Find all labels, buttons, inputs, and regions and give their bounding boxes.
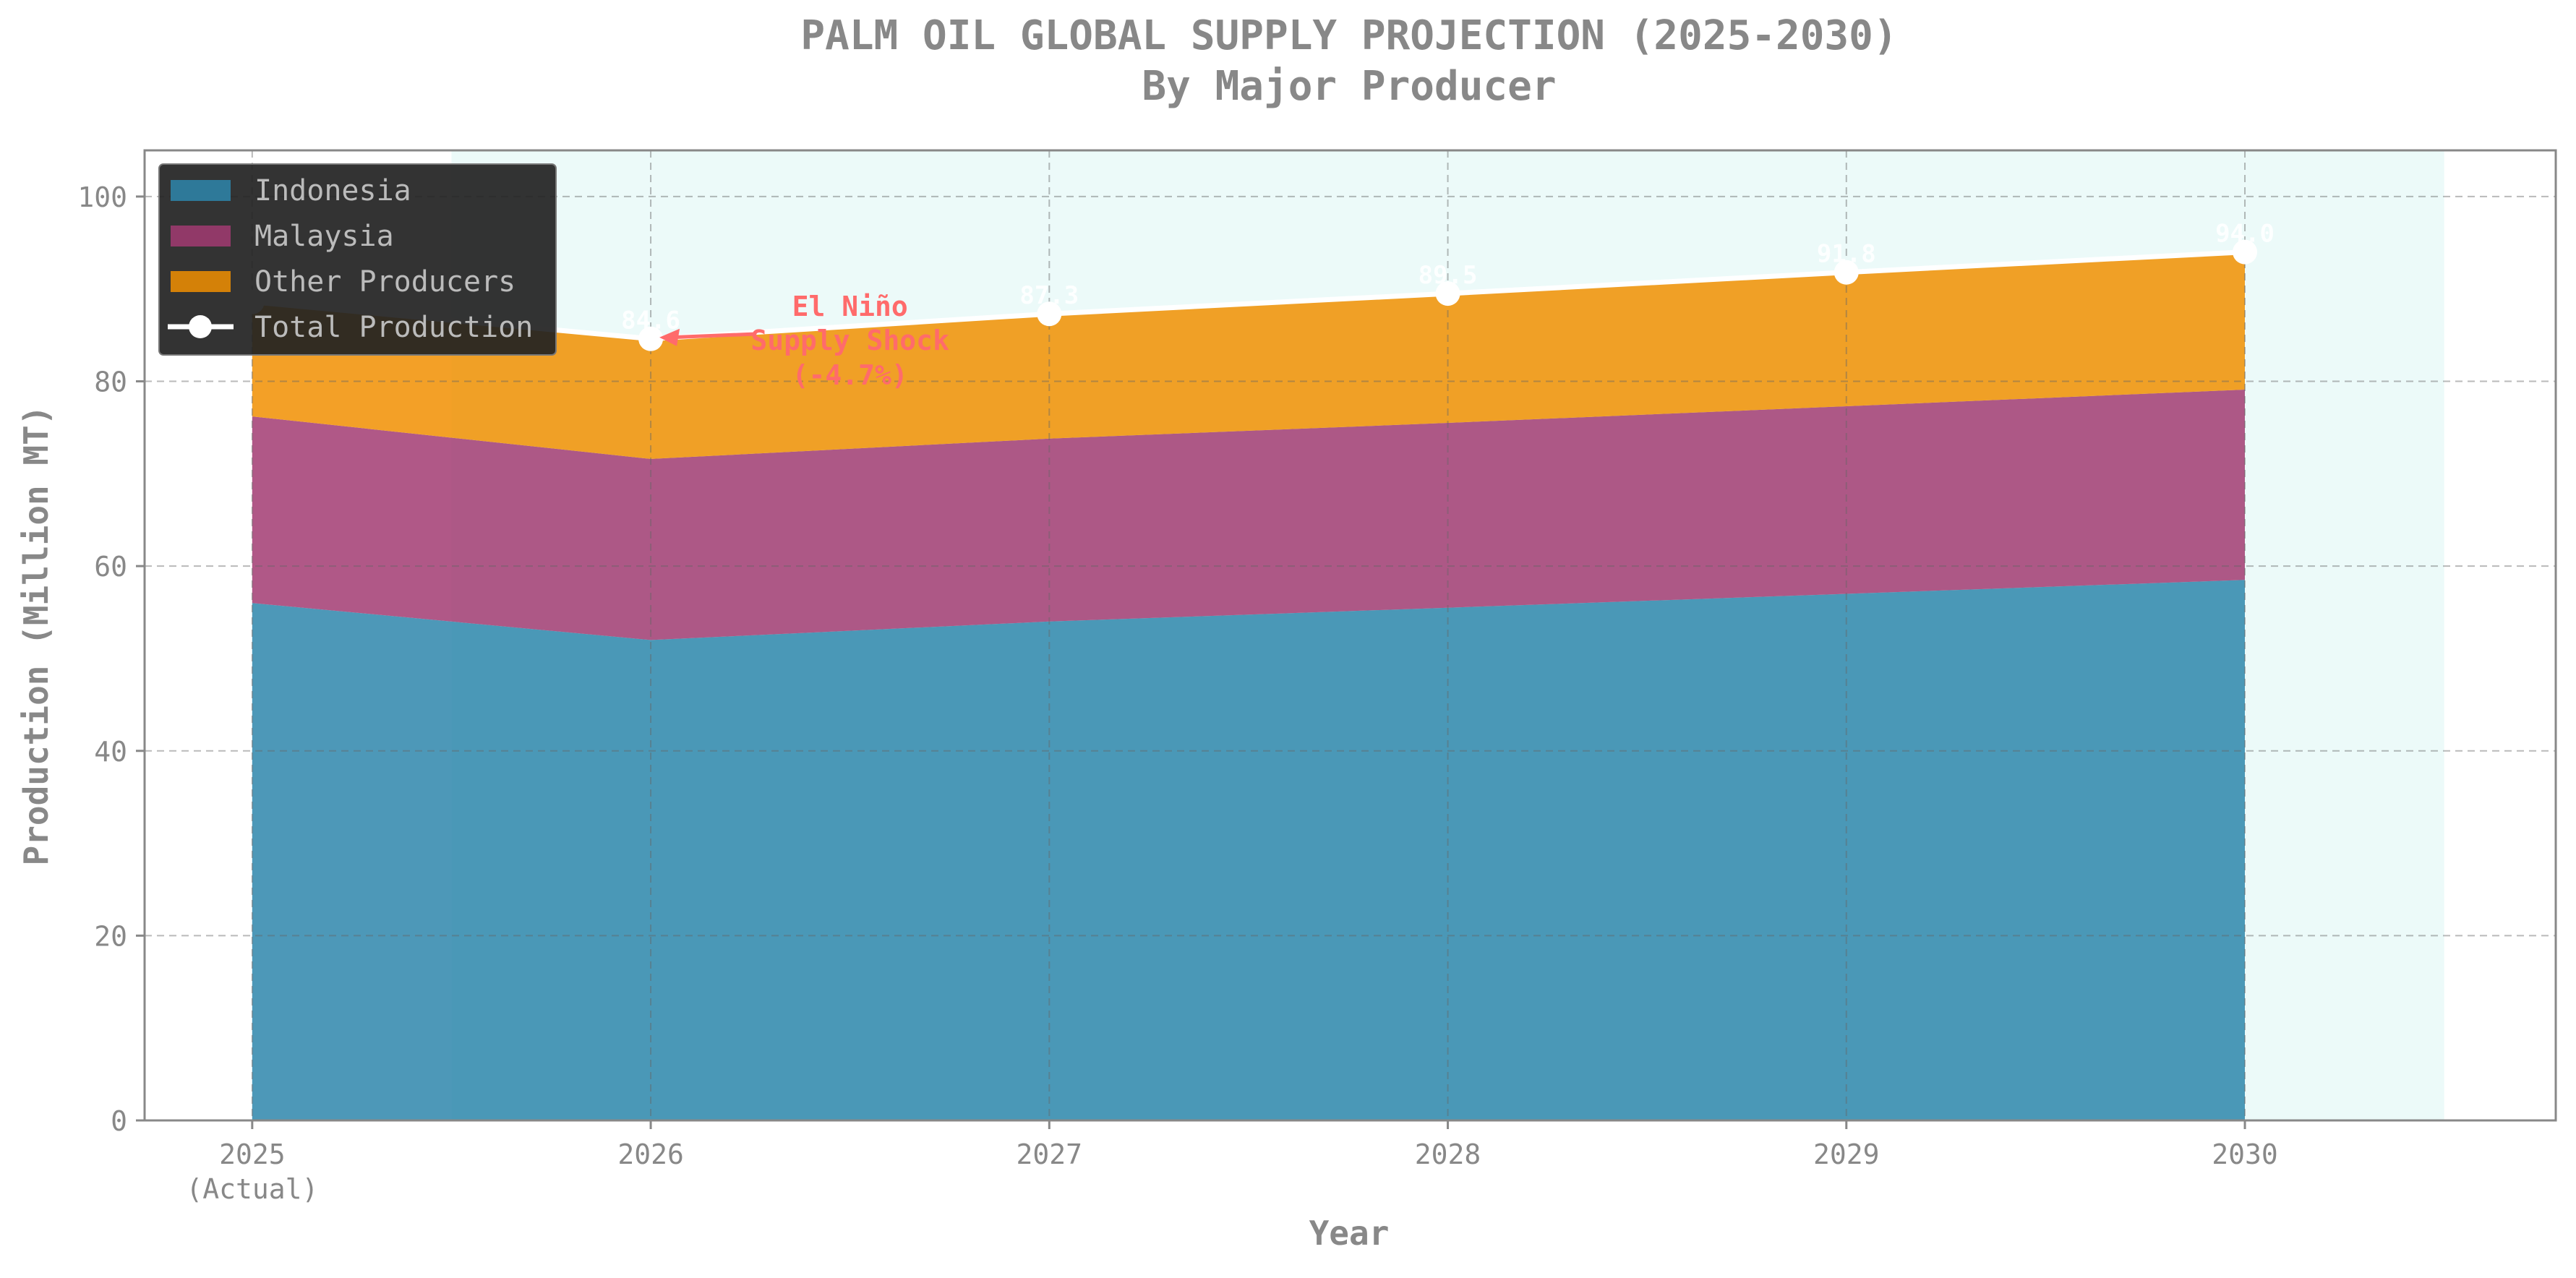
axis-layer: 0 20 40 60 80 100 2025 2026 2027 2028 2029 2030 (Act…: [77, 181, 2277, 1205]
x-tick-label-2030: 2030: [2212, 1138, 2278, 1170]
x-tick-label-2028: 2028: [1415, 1138, 1481, 1170]
legend-swatch-malaysia: [171, 226, 231, 246]
chart-subtitle: By Major Producer: [1142, 63, 1556, 110]
legend-label-total-production: Total Production: [254, 311, 533, 344]
total-point-2030: [2233, 239, 2258, 265]
y-tick-label-40: 40: [94, 736, 127, 768]
x-tick-sublabel: (Actual): [186, 1173, 318, 1205]
legend-label-malaysia: Malaysia: [254, 220, 394, 253]
total-label-2026: 84.6: [621, 306, 680, 335]
x-tick-label-2026: 2026: [617, 1138, 684, 1170]
annotation-line-1: El Niño: [792, 291, 908, 322]
total-point-2026: [638, 326, 664, 351]
grid-layer: [145, 150, 2556, 1120]
total-point-2029: [1833, 260, 1859, 285]
x-tick-label-2025: 2025: [219, 1138, 286, 1170]
total-label-2029: 91.8: [1817, 240, 1876, 269]
legend-box: [158, 163, 557, 356]
legend-items: Indonesia Malaysia Other Producers Total Pr…: [168, 174, 533, 344]
y-axis-label: Production (Million MT): [17, 406, 56, 866]
legend-label-other-producers: Other Producers: [254, 265, 515, 299]
total-label-2027: 87.3: [1019, 281, 1079, 310]
x-tick-label-2029: 2029: [1813, 1138, 1880, 1170]
annotation-line-2: Supply Shock: [750, 325, 949, 356]
total-label-2030: 94.0: [2215, 220, 2275, 249]
legend-swatch-indonesia: [171, 180, 231, 201]
total-production-line: [252, 249, 2246, 342]
legend-swatch-other-producers: [171, 271, 231, 292]
plot-frame: [143, 149, 2557, 1122]
total-label-2028: 89.5: [1418, 261, 1478, 290]
annotation-line-3: (-4.7%): [792, 359, 908, 391]
legend-label-indonesia: Indonesia: [254, 174, 411, 207]
annotation-arrowhead: [659, 328, 680, 346]
area-malaysia: [252, 390, 2245, 640]
y-tick-label-0: 0: [111, 1105, 127, 1137]
chart-title: PALM OIL GLOBAL SUPPLY PROJECTION (2025-…: [800, 12, 1897, 59]
legend: Indonesia Malaysia Other Producers Total Pr…: [158, 163, 557, 356]
area-indonesia: [252, 580, 2245, 1120]
area-layer: [252, 252, 2245, 1120]
area-other-producers: [252, 252, 2245, 459]
annotation-arrow-shaft: [670, 332, 756, 340]
total-point-2028: [1435, 281, 1460, 306]
y-tick-label-100: 100: [77, 181, 127, 213]
legend-swatch-total-marker: [189, 315, 212, 338]
x-tick-label-2027: 2027: [1017, 1138, 1083, 1170]
x-axis-label: Year: [1309, 1214, 1390, 1253]
y-tick-label-20: 20: [94, 920, 127, 952]
y-tick-label-80: 80: [94, 366, 127, 398]
y-tick-label-60: 60: [94, 551, 127, 583]
total-point-2027: [1037, 301, 1062, 327]
